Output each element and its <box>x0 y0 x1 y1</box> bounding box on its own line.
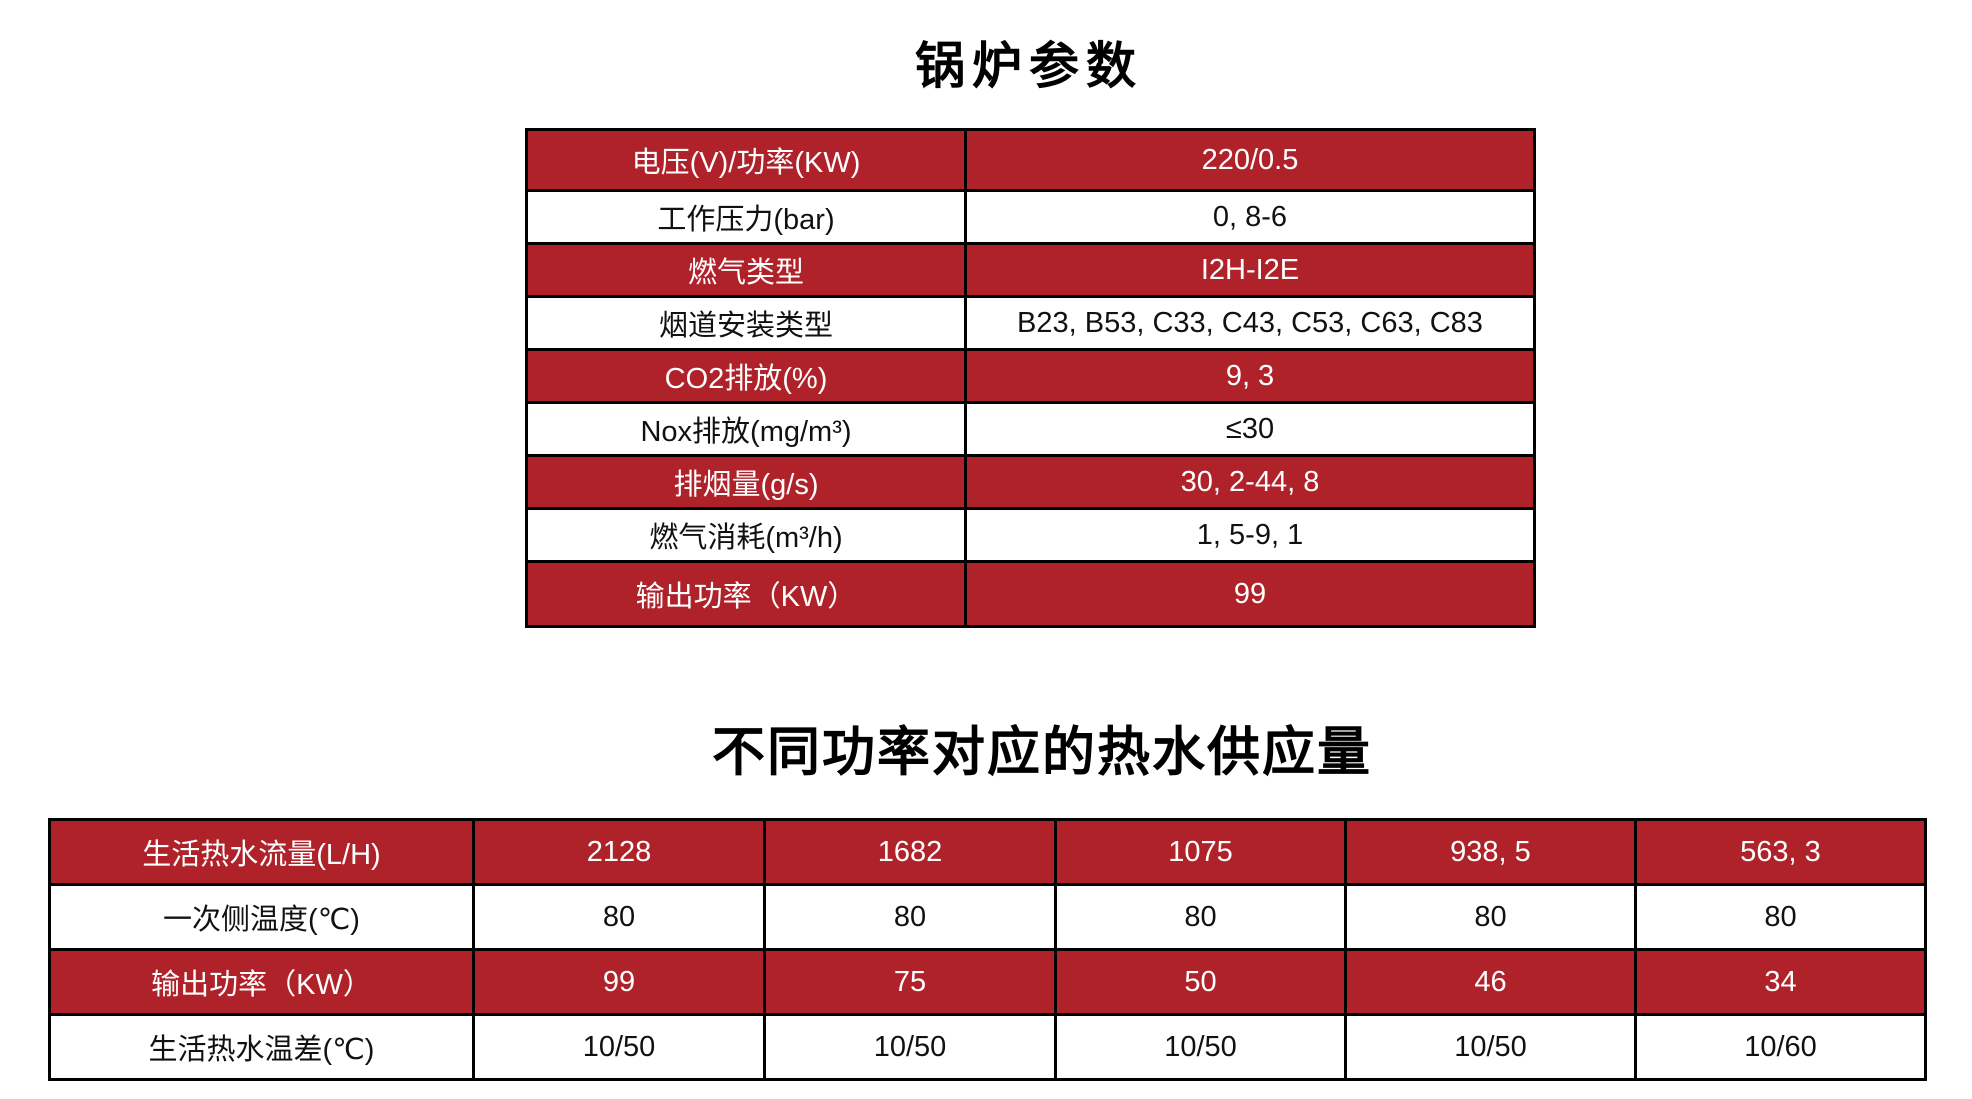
row-value-cell: 50 <box>1054 948 1347 1016</box>
row-value-cell: 30, 2-44, 8 <box>964 454 1536 510</box>
row-value-cell: 80 <box>1054 883 1347 951</box>
table-row: 一次侧温度(℃) 80 80 80 80 80 <box>48 883 1927 951</box>
row-value-cell: 80 <box>1634 883 1927 951</box>
row-value-cell: I2H-I2E <box>964 242 1536 298</box>
row-label-cell: 生活热水温差(℃) <box>48 1013 475 1081</box>
row-label-cell: 燃气消耗(m³/h) <box>525 507 967 563</box>
table-row: 烟道安装类型 B23, B53, C33, C43, C53, C63, C83 <box>525 295 1536 351</box>
table-row: 输出功率（KW） 99 75 50 46 34 <box>48 948 1927 1016</box>
row-label-cell: 排烟量(g/s) <box>525 454 967 510</box>
row-value-cell: 99 <box>964 560 1536 628</box>
table-row: CO2排放(%) 9, 3 <box>525 348 1536 404</box>
row-value-cell: 80 <box>472 883 766 951</box>
table-row: 排烟量(g/s) 30, 2-44, 8 <box>525 454 1536 510</box>
row-value-cell: 1682 <box>763 818 1057 886</box>
row-value-cell: 10/50 <box>763 1013 1057 1081</box>
table-row: 输出功率（KW） 99 <box>525 560 1536 628</box>
table-row: 电压(V)/功率(KW) 220/0.5 <box>525 128 1536 192</box>
row-label-cell: 输出功率（KW） <box>48 948 475 1016</box>
table-row: 工作压力(bar) 0, 8-6 <box>525 189 1536 245</box>
row-value-cell: 80 <box>1344 883 1637 951</box>
row-value-cell: 99 <box>472 948 766 1016</box>
row-value-cell: 75 <box>763 948 1057 1016</box>
row-value-cell: 0, 8-6 <box>964 189 1536 245</box>
row-value-cell: 1, 5-9, 1 <box>964 507 1536 563</box>
row-label-cell: CO2排放(%) <box>525 348 967 404</box>
row-value-cell: B23, B53, C33, C43, C53, C63, C83 <box>964 295 1536 351</box>
row-label-cell: 电压(V)/功率(KW) <box>525 128 967 192</box>
row-label-cell: 一次侧温度(℃) <box>48 883 475 951</box>
row-value-cell: 10/50 <box>1344 1013 1637 1081</box>
row-label-cell: Nox排放(mg/m³) <box>525 401 967 457</box>
row-value-cell: 563, 3 <box>1634 818 1927 886</box>
row-value-cell: 938, 5 <box>1344 818 1637 886</box>
row-value-cell: ≤30 <box>964 401 1536 457</box>
row-value-cell: 1075 <box>1054 818 1347 886</box>
row-label-cell: 生活热水流量(L/H) <box>48 818 475 886</box>
row-value-cell: 34 <box>1634 948 1927 1016</box>
row-value-cell: 10/50 <box>1054 1013 1347 1081</box>
row-label-cell: 烟道安装类型 <box>525 295 967 351</box>
row-value-cell: 9, 3 <box>964 348 1536 404</box>
boiler-params-title: 锅炉参数 <box>915 38 1143 94</box>
hot-water-supply-table: 生活热水流量(L/H) 2128 1682 1075 938, 5 563, 3… <box>48 818 1927 1081</box>
row-value-cell: 2128 <box>472 818 766 886</box>
row-value-cell: 46 <box>1344 948 1637 1016</box>
row-value-cell: 10/60 <box>1634 1013 1927 1081</box>
row-label-cell: 输出功率（KW） <box>525 560 967 628</box>
row-label-cell: 工作压力(bar) <box>525 189 967 245</box>
table-row: 生活热水流量(L/H) 2128 1682 1075 938, 5 563, 3 <box>48 818 1927 886</box>
table-row: 生活热水温差(℃) 10/50 10/50 10/50 10/50 10/60 <box>48 1013 1927 1081</box>
hot-water-supply-title: 不同功率对应的热水供应量 <box>712 723 1372 782</box>
table-row: 燃气消耗(m³/h) 1, 5-9, 1 <box>525 507 1536 563</box>
table-row: Nox排放(mg/m³) ≤30 <box>525 401 1536 457</box>
row-value-cell: 80 <box>763 883 1057 951</box>
row-value-cell: 10/50 <box>472 1013 766 1081</box>
boiler-params-table: 电压(V)/功率(KW) 220/0.5 工作压力(bar) 0, 8-6 燃气… <box>525 128 1536 628</box>
table-row: 燃气类型 I2H-I2E <box>525 242 1536 298</box>
row-label-cell: 燃气类型 <box>525 242 967 298</box>
row-value-cell: 220/0.5 <box>964 128 1536 192</box>
